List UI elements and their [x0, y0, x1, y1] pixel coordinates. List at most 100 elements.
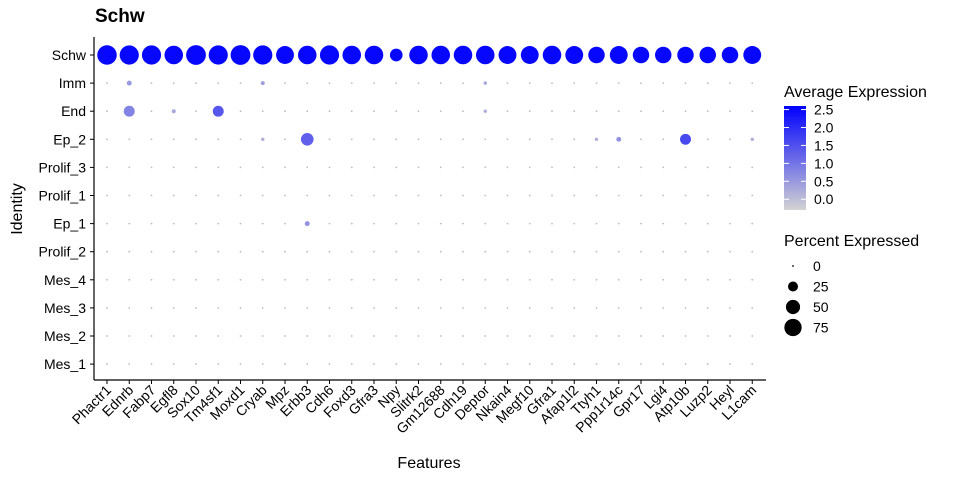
data-dot-Prolif_3-Afap1l2	[573, 166, 576, 169]
data-dot-Ep_2-Tm4sf1	[217, 138, 220, 141]
data-dot-Mes_1-Heyl	[729, 363, 731, 365]
data-dot-Mes_1-Foxd3	[350, 363, 353, 365]
data-dot-Prolif_3-Ttyh1	[595, 166, 598, 169]
data-dot-Mes_3-Foxd3	[350, 307, 353, 309]
data-dot-Schw-Erbb3	[297, 45, 317, 65]
size-legend-title: Percent Expressed	[784, 233, 919, 250]
data-dot-Imm-L1cam	[751, 82, 754, 84]
data-dot-Mes_4-Cdh19	[462, 278, 464, 281]
data-dot-Ep_2-Egfl8	[172, 138, 175, 141]
data-dot-Mes_2-Ednrb	[128, 335, 131, 337]
data-dot-Ep_2-Megf10	[528, 138, 531, 141]
data-dot-End-Fabp7	[150, 110, 153, 113]
data-dot-Ep_2-Fabp7	[150, 138, 153, 141]
data-dot-Prolif_2-Luzp2	[706, 250, 709, 253]
data-dot-Ep_1-Npy	[395, 222, 398, 225]
data-dot-Prolif_1-Ednrb	[128, 194, 131, 197]
data-dot-Prolif_1-Gm12688	[439, 194, 442, 197]
data-dot-Ep_1-Mpz	[284, 222, 286, 225]
data-dot-Imm-Cdh19	[462, 82, 464, 84]
data-dot-Mes_3-L1cam	[751, 307, 754, 309]
data-dot-Schw-Fabp7	[141, 45, 162, 65]
data-dot-Mes_2-L1cam	[751, 335, 754, 337]
data-dot-Mes_1-Nkain4	[506, 363, 509, 365]
data-dot-Prolif_3-Heyl	[729, 166, 731, 169]
data-dot-Ep_2-Gfra3	[373, 138, 375, 141]
data-dot-Ep_1-Slitrk2	[417, 222, 420, 225]
data-dot-Mes_4-Mpz	[284, 278, 286, 281]
data-dot-End-Egfl8	[171, 109, 176, 114]
data-dot-Ep_1-Sox10	[195, 222, 197, 225]
background-dots	[106, 82, 754, 365]
data-dot-Prolif_2-Gm12688	[439, 250, 442, 253]
data-dot-Ep_1-Ednrb	[128, 222, 131, 225]
y-axis-ticks: Schw Imm End Ep_2 Prolif_3 Prolif_1 Ep_1 Prolif…	[39, 47, 94, 372]
data-dot-Schw-Nkain4	[498, 46, 517, 64]
data-dot-Ep_2-Erbb3	[300, 132, 314, 146]
data-dot-Prolif_2-Lgi4	[662, 250, 665, 253]
data-dot-Imm-Ttyh1	[595, 82, 598, 84]
x-axis-ticks: Phactr1EdnrbFabp7Egfl8Sox10Tm4sf1Moxd1Cr…	[69, 380, 759, 437]
data-dot-Prolif_2-Foxd3	[350, 250, 353, 253]
data-dot-Prolif_1-Afap1l2	[573, 194, 576, 197]
data-dot-Mes_3-Deptor	[484, 307, 487, 309]
size-legend-label: 0	[813, 258, 821, 274]
data-dot-Ep_2-Sox10	[195, 138, 197, 141]
data-dot-Imm-Ednrb	[126, 80, 132, 86]
data-dot-Prolif_1-Slitrk2	[417, 194, 420, 197]
data-dot-End-Foxd3	[350, 110, 353, 113]
data-dot-Mes_2-Atp10b	[684, 335, 687, 337]
data-dot-Prolif_1-Foxd3	[350, 194, 353, 197]
data-dot-Prolif_1-Npy	[395, 194, 398, 197]
data-dot-Prolif_2-Erbb3	[306, 250, 309, 253]
data-dot-Prolif_3-Tm4sf1	[217, 166, 220, 169]
data-dot-Schw-Ttyh1	[588, 46, 605, 64]
data-dot-Prolif_3-Gfra3	[373, 166, 375, 169]
data-dot-Mes_4-Cryab	[261, 278, 264, 281]
data-dot-Prolif_3-Megf10	[528, 166, 531, 169]
data-dot-Ep_2-Cryab	[261, 137, 265, 142]
data-dot-Prolif_3-Mpz	[284, 166, 286, 169]
data-dot-Mes_4-Npy	[395, 278, 398, 281]
data-dot-End-Cryab	[261, 110, 264, 113]
data-dot-Ep_1-Tm4sf1	[217, 222, 220, 225]
data-dot-End-Gfra3	[373, 110, 375, 113]
data-dot-Prolif_3-Cdh19	[462, 166, 464, 169]
size-legend-dot	[792, 265, 794, 267]
data-dot-Prolif_3-Erbb3	[306, 166, 309, 169]
data-dot-Mes_2-Ppp1r14c	[617, 335, 620, 337]
data-dot-Prolif_1-Ttyh1	[595, 194, 598, 197]
data-dot-Mes_1-Slitrk2	[417, 363, 420, 365]
data-dot-Prolif_2-Mpz	[284, 250, 286, 253]
chart-title: Schw	[95, 6, 145, 27]
data-dot-Prolif_2-Cdh6	[328, 250, 331, 253]
data-dot-End-Ttyh1	[595, 110, 598, 113]
data-dot-Prolif_2-Npy	[395, 250, 398, 253]
data-dot-Mes_2-Moxd1	[239, 335, 242, 337]
data-dot-Mes_4-Cdh6	[328, 278, 331, 281]
data-dot-End-Moxd1	[239, 110, 242, 113]
data-dot-Imm-Nkain4	[506, 82, 509, 84]
data-dot-Mes_1-Egfl8	[172, 363, 175, 365]
data-dot-Ep_2-Gfra1	[551, 138, 553, 141]
data-dot-Mes_1-Sox10	[195, 363, 197, 365]
y-tick-label: End	[61, 103, 86, 119]
data-dot-Mes_4-Megf10	[528, 278, 531, 281]
data-dot-Mes_4-Erbb3	[306, 278, 309, 281]
data-dot-Mes_4-Moxd1	[239, 278, 242, 281]
y-tick-label: Prolif_2	[39, 244, 87, 260]
data-dot-Mes_4-Atp10b	[684, 278, 687, 281]
data-dot-Prolif_3-Foxd3	[350, 166, 353, 169]
data-dot-Mes_1-Lgi4	[662, 363, 665, 365]
y-tick-label: Mes_2	[44, 328, 86, 344]
data-dot-Mes_3-Fabp7	[150, 307, 153, 309]
data-dot-Prolif_1-Erbb3	[306, 194, 309, 197]
data-dot-Mes_1-Afap1l2	[573, 363, 576, 365]
size-legend-dot	[788, 281, 798, 292]
data-dot-Mes_4-Heyl	[729, 278, 731, 281]
data-dot-Mes_3-Phactr1	[106, 307, 108, 309]
data-dot-Mes_4-Phactr1	[106, 278, 108, 281]
data-dot-Ep_2-Afap1l2	[573, 138, 576, 141]
data-dot-Ep_1-Cdh19	[462, 222, 464, 225]
size-legend: Percent Expressed 0 25 50 75	[784, 233, 919, 337]
